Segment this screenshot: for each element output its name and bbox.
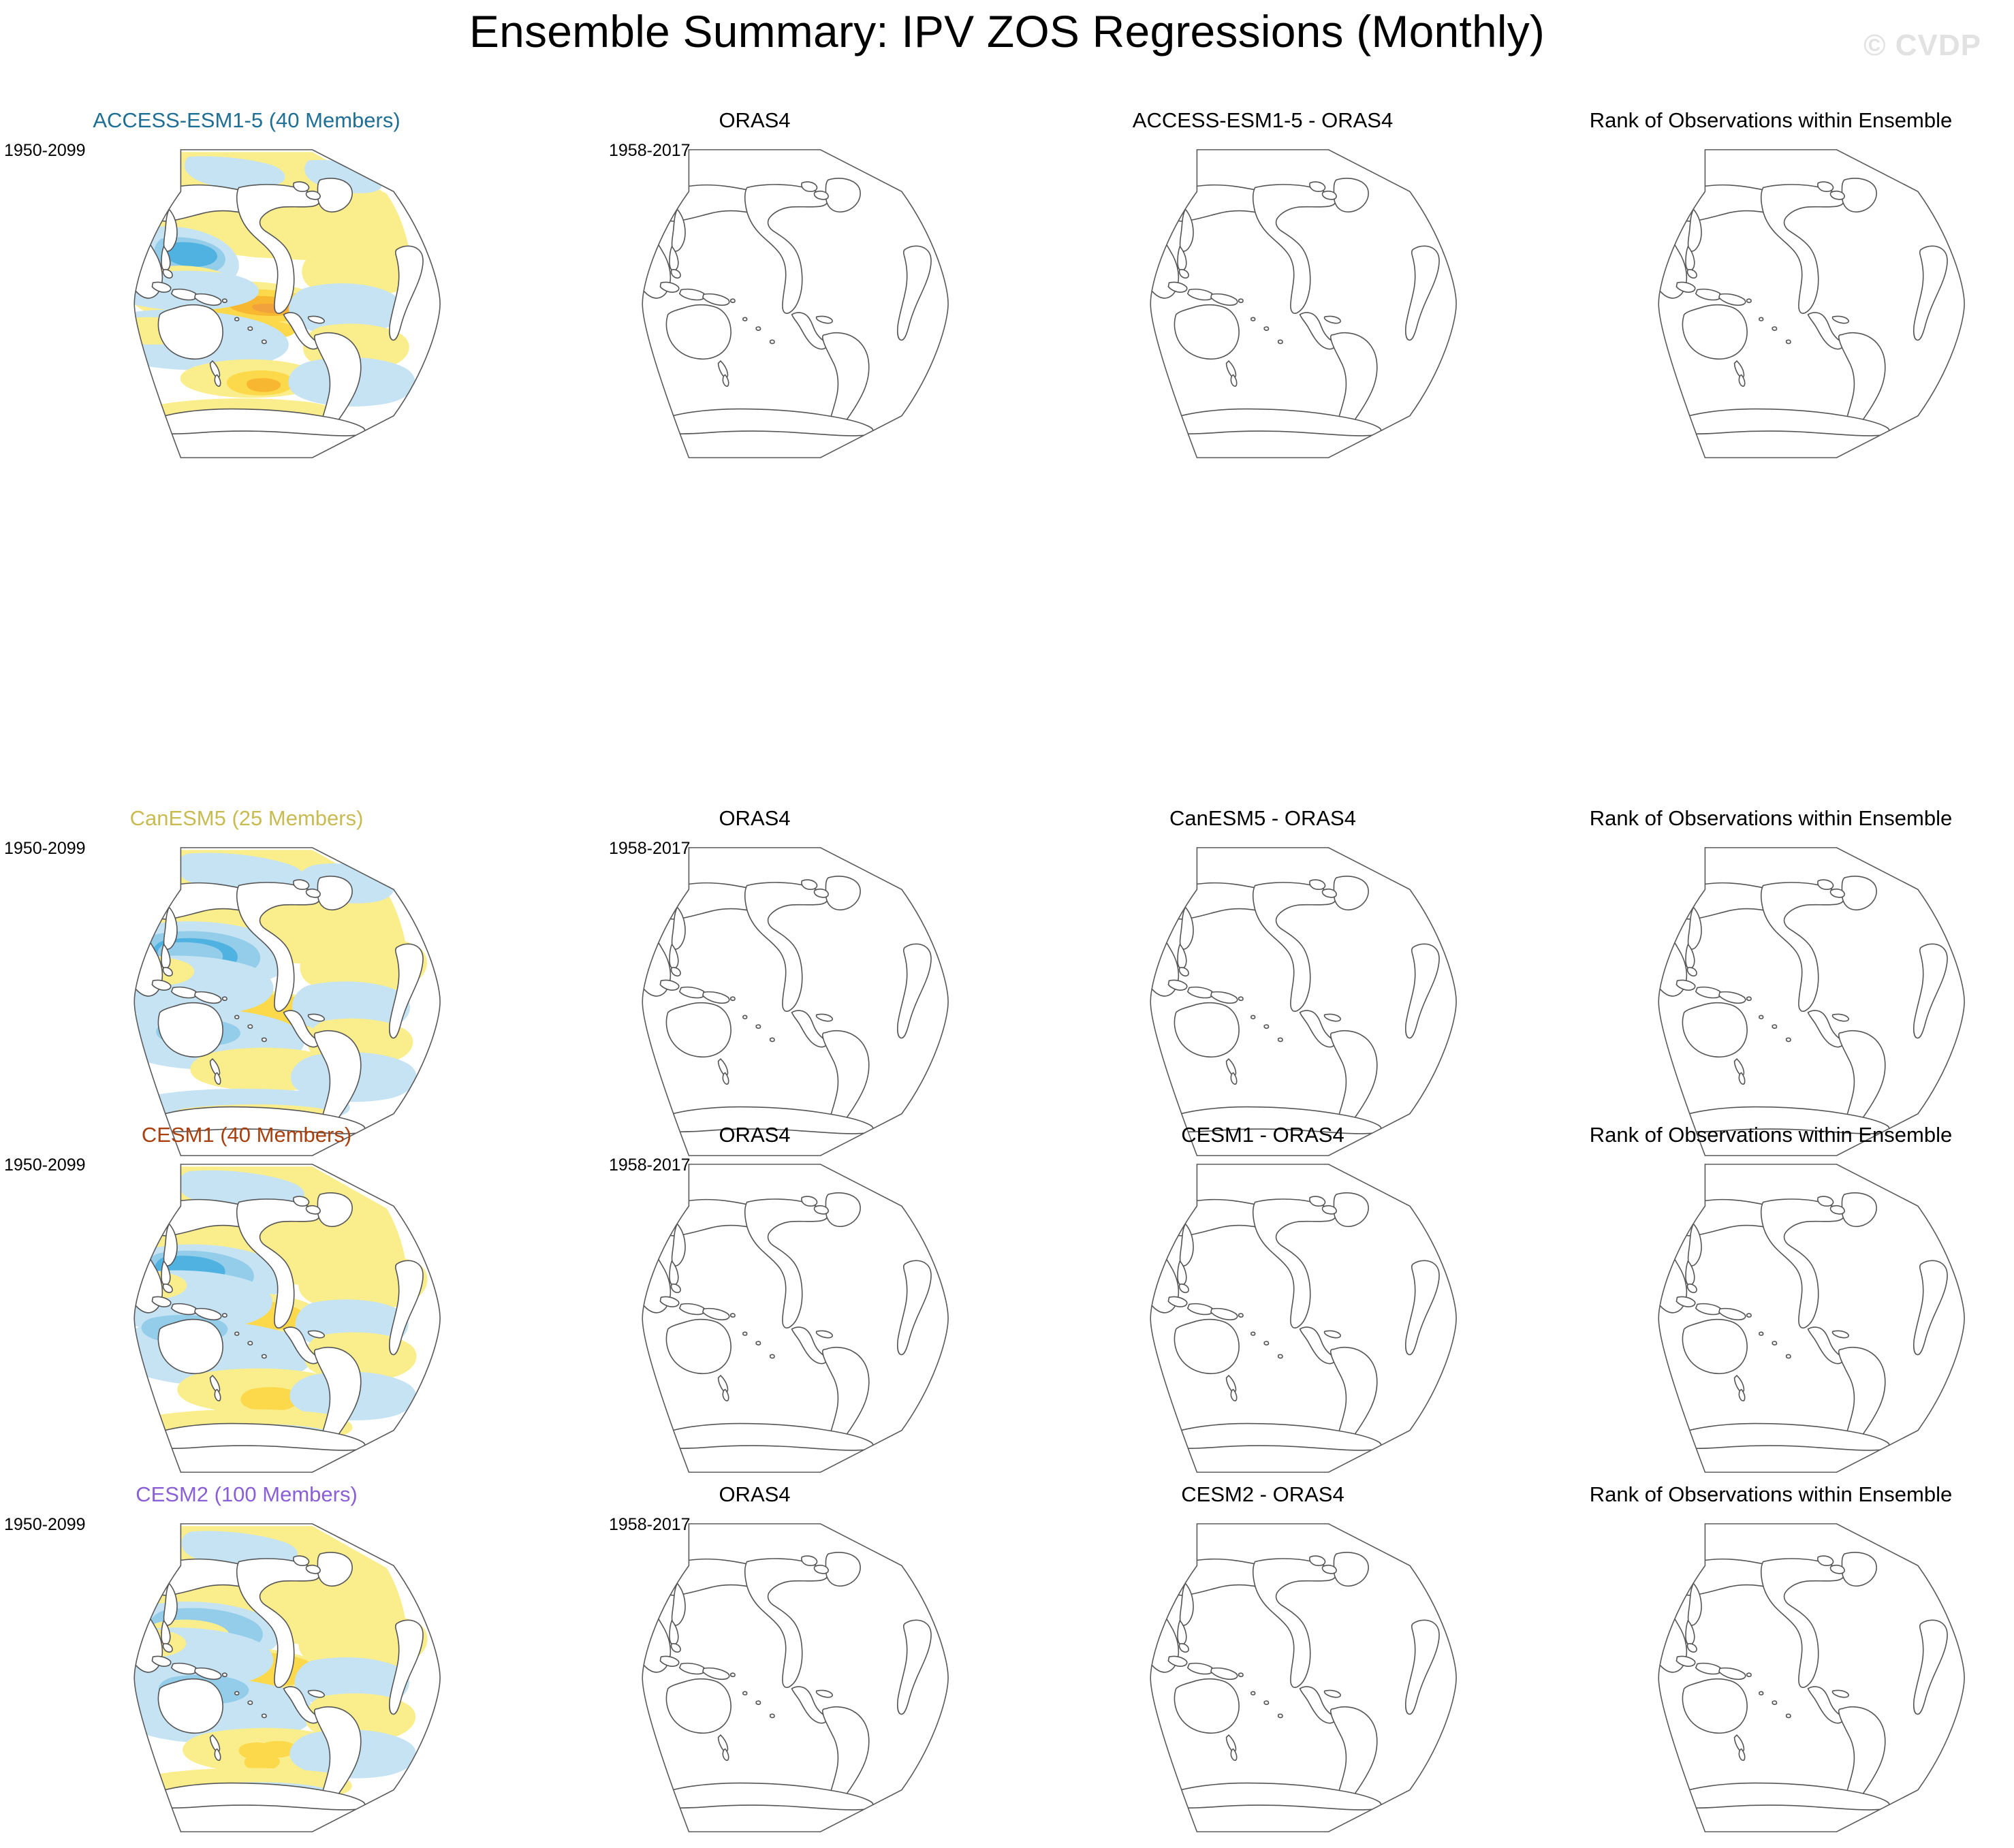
coastlines xyxy=(1658,1193,1957,1450)
map-container[interactable] xyxy=(4,1508,489,1848)
world-map xyxy=(4,133,489,474)
difference-panel-row2[interactable]: CanESM5 - ORAS4 xyxy=(1020,807,1505,1147)
panel-title: Rank of Observations within Ensemble xyxy=(1589,806,1953,830)
map-container[interactable] xyxy=(1020,1148,1505,1488)
model-panel-row4[interactable]: CESM2 (100 Members) 1950-2099 xyxy=(4,1483,489,1823)
map-frame xyxy=(1658,1164,1964,1472)
map-container[interactable] xyxy=(1020,1508,1505,1848)
panel-title: CESM1 - ORAS4 xyxy=(1181,1123,1344,1147)
panel-title: ORAS4 xyxy=(719,1482,791,1506)
world-map xyxy=(4,1148,489,1488)
world-map xyxy=(1528,1508,2013,1848)
map-frame xyxy=(1150,848,1456,1156)
rank-panel-row1[interactable]: Rank of Observations within Ensemble xyxy=(1528,109,2013,449)
map-container[interactable] xyxy=(4,1148,489,1488)
map-container[interactable] xyxy=(512,133,997,474)
map-container[interactable] xyxy=(1528,831,2013,1172)
map-frame xyxy=(1150,150,1456,458)
panel-title: CESM1 (40 Members) xyxy=(141,1123,352,1147)
panel-title: Rank of Observations within Ensemble xyxy=(1589,1482,1953,1506)
rank-panel-row2[interactable]: Rank of Observations within Ensemble xyxy=(1528,807,2013,1147)
map-frame xyxy=(134,1164,440,1472)
map-frame xyxy=(642,848,948,1156)
world-map xyxy=(4,1508,489,1848)
model-panel-row3[interactable]: CESM1 (40 Members) 1950-2099 xyxy=(4,1124,489,1464)
map-container[interactable] xyxy=(4,831,489,1172)
panel-title: Rank of Observations within Ensemble xyxy=(1589,1123,1953,1147)
map-frame xyxy=(642,150,948,458)
map-container[interactable] xyxy=(1528,1508,2013,1848)
map-container[interactable] xyxy=(512,1148,997,1488)
world-map xyxy=(512,1148,997,1488)
observations-panel-row3[interactable]: ORAS4 1958-2017 xyxy=(512,1124,997,1464)
rank-panel-row4[interactable]: Rank of Observations within Ensemble xyxy=(1528,1483,2013,1823)
difference-panel-row4[interactable]: CESM2 - ORAS4 xyxy=(1020,1483,1505,1823)
period-label: 1958-2017 xyxy=(609,1515,691,1534)
model-panel-row2[interactable]: CanESM5 (25 Members) 1950-2099 xyxy=(4,807,489,1147)
period-label: 1950-2099 xyxy=(4,1515,86,1534)
map-frame xyxy=(1658,848,1964,1156)
panel-title: Rank of Observations within Ensemble xyxy=(1589,108,1953,132)
difference-panel-row3[interactable]: CESM1 - ORAS4 xyxy=(1020,1124,1505,1464)
observations-panel-row4[interactable]: ORAS4 1958-2017 xyxy=(512,1483,997,1823)
map-frame xyxy=(134,848,440,1156)
map-container[interactable] xyxy=(1020,133,1505,474)
world-map xyxy=(1528,133,2013,474)
map-frame xyxy=(1658,150,1964,458)
world-map xyxy=(1020,831,1505,1172)
panel-title: ACCESS-ESM1-5 - ORAS4 xyxy=(1132,108,1394,132)
panel-title: CESM2 (100 Members) xyxy=(136,1482,358,1506)
panel-title: CanESM5 - ORAS4 xyxy=(1169,806,1356,830)
world-map xyxy=(4,831,489,1172)
coastlines xyxy=(1658,1552,1957,1810)
panel-title: ORAS4 xyxy=(719,1123,791,1147)
map-frame xyxy=(642,1164,948,1472)
period-label: 1958-2017 xyxy=(609,141,691,160)
world-map xyxy=(1020,1148,1505,1488)
period-label: 1958-2017 xyxy=(609,1156,691,1175)
map-frame xyxy=(1150,1164,1456,1472)
panel-title: CanESM5 (25 Members) xyxy=(129,806,364,830)
map-frame xyxy=(134,150,440,458)
map-container[interactable] xyxy=(512,831,997,1172)
map-container[interactable] xyxy=(1020,831,1505,1172)
world-map xyxy=(512,133,997,474)
map-container[interactable] xyxy=(512,1508,997,1848)
observations-panel-row2[interactable]: ORAS4 1958-2017 xyxy=(512,807,997,1147)
world-map xyxy=(1528,831,2013,1172)
map-container[interactable] xyxy=(4,133,489,474)
period-label: 1950-2099 xyxy=(4,1156,86,1175)
period-label: 1958-2017 xyxy=(609,839,691,858)
world-map xyxy=(1020,133,1505,474)
model-panel-row1[interactable]: ACCESS-ESM1-5 (40 Members) 1950-2099 xyxy=(4,109,489,449)
map-container[interactable] xyxy=(1528,133,2013,474)
world-map xyxy=(512,831,997,1172)
period-label: 1950-2099 xyxy=(4,141,86,160)
world-map xyxy=(512,1508,997,1848)
map-container[interactable] xyxy=(1528,1148,2013,1488)
panel-title: ORAS4 xyxy=(719,108,791,132)
coastlines xyxy=(1658,178,1957,436)
panel-title: ACCESS-ESM1-5 (40 Members) xyxy=(93,108,400,132)
rank-panel-row3[interactable]: Rank of Observations within Ensemble xyxy=(1528,1124,2013,1464)
world-map xyxy=(1528,1148,2013,1488)
page-title: Ensemble Summary: IPV ZOS Regressions (M… xyxy=(469,6,1545,57)
panel-title: ORAS4 xyxy=(719,806,791,830)
world-map xyxy=(1020,1508,1505,1848)
observations-panel-row1[interactable]: ORAS4 1958-2017 xyxy=(512,109,997,449)
difference-panel-row1[interactable]: ACCESS-ESM1-5 - ORAS4 xyxy=(1020,109,1505,449)
panel-title: CESM2 - ORAS4 xyxy=(1181,1482,1344,1506)
period-label: 1950-2099 xyxy=(4,839,86,858)
coastlines xyxy=(134,876,433,1134)
cvdp-watermark: © CVDP xyxy=(1863,29,1981,62)
